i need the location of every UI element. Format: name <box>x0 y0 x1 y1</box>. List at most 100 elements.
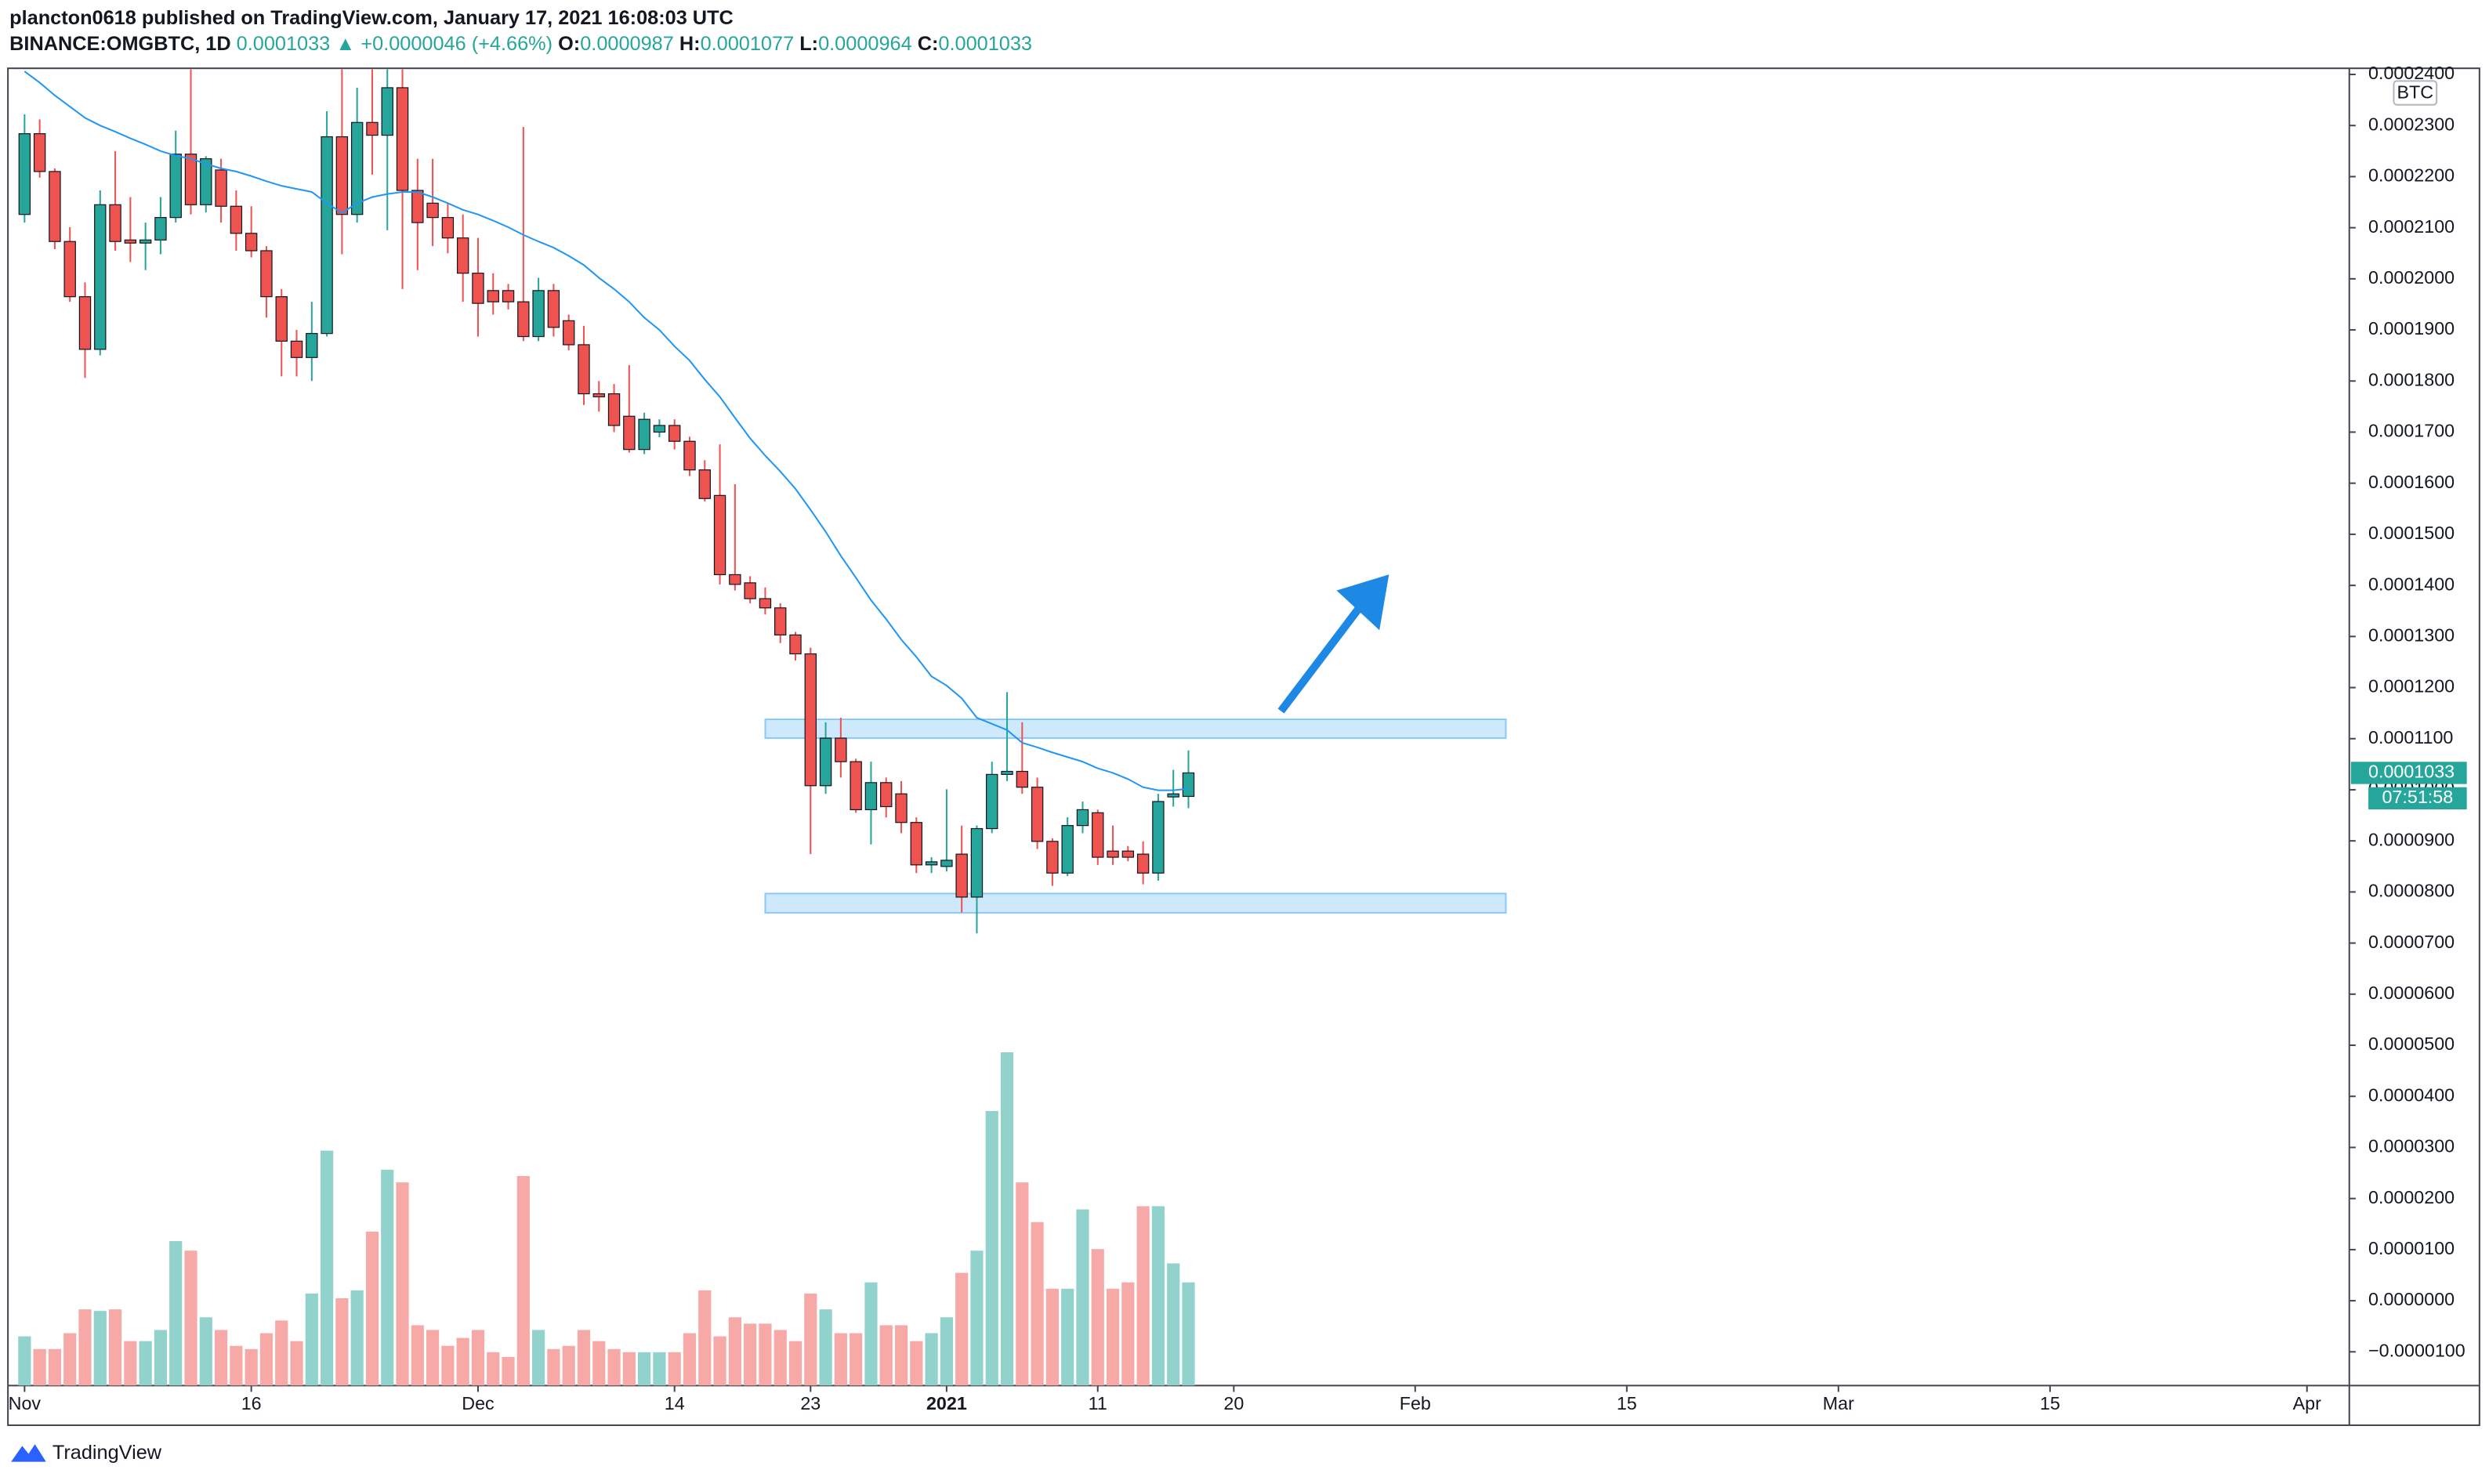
volume-bar <box>108 1309 122 1386</box>
volume-bar <box>592 1341 606 1386</box>
candle-body <box>260 250 273 298</box>
volume-bar <box>48 1348 62 1386</box>
volume-bar <box>426 1330 440 1386</box>
x-tick-label: Nov <box>9 1393 42 1413</box>
volume-bar <box>1076 1209 1089 1386</box>
candle-body <box>804 653 817 787</box>
volume-bar <box>1091 1249 1104 1386</box>
ohlc-label: C: <box>918 32 939 54</box>
candle-body <box>835 737 847 762</box>
y-tick-label: 0.0001800 <box>2368 369 2455 389</box>
volume-bar <box>622 1352 636 1386</box>
volume-bar <box>230 1345 243 1386</box>
candle-body <box>955 853 968 898</box>
change: +0.0000046 (+4.66%) <box>360 32 553 54</box>
x-tick-label: 23 <box>800 1393 821 1413</box>
candle-body <box>683 440 696 471</box>
y-tick-label: 0.0000500 <box>2368 1033 2455 1054</box>
x-tick-label: 11 <box>1089 1393 1107 1413</box>
volume-bar <box>124 1341 137 1386</box>
y-tick-label: 0.0001500 <box>2368 523 2455 543</box>
price-tag-label: 0.0001033 <box>2368 762 2455 782</box>
candle-body <box>63 241 76 298</box>
volume-bar <box>139 1341 152 1386</box>
volume-bar <box>18 1336 31 1386</box>
ohlc-value: 0.0000964 <box>818 32 912 54</box>
candle-body <box>169 154 182 219</box>
y-tick-label: 0.0000600 <box>2368 983 2455 1003</box>
candle-body <box>1107 850 1119 858</box>
candle-body <box>1046 841 1059 874</box>
candle-body <box>154 216 167 241</box>
volume-bar <box>214 1330 228 1386</box>
x-tick-label: 14 <box>665 1393 685 1413</box>
zone <box>764 892 1507 914</box>
volume-bar <box>381 1169 394 1386</box>
candle-body <box>653 425 666 433</box>
volume-bar <box>1045 1288 1059 1386</box>
volume-bar <box>259 1333 274 1386</box>
volume-bar <box>502 1356 515 1386</box>
volume-bar <box>184 1251 197 1386</box>
ohlc-label: O: <box>558 32 580 54</box>
volume-bar <box>607 1348 621 1386</box>
volume-bar <box>1016 1182 1029 1386</box>
candle-body <box>33 133 46 172</box>
volume-bar <box>940 1317 953 1386</box>
volume-bar <box>1061 1288 1074 1386</box>
arrow-shaft <box>1277 603 1364 714</box>
candle-body <box>713 494 726 576</box>
candle-body <box>819 737 832 787</box>
brand-name: TradingView <box>53 1442 162 1464</box>
volume-bar <box>864 1282 878 1386</box>
candle-body <box>880 782 893 808</box>
volume-bar <box>653 1352 666 1386</box>
volume-bar <box>33 1348 46 1386</box>
candle-body <box>895 793 908 823</box>
volume-bar <box>910 1341 923 1386</box>
volume-bar <box>788 1341 802 1386</box>
y-tick-label: 0.0000100 <box>2368 1238 2455 1258</box>
y-tick-label: 0.0001400 <box>2368 574 2455 594</box>
volume-bar <box>532 1330 545 1386</box>
candle-body <box>487 290 499 302</box>
volume-bar <box>1167 1263 1180 1386</box>
y-tick-label: 0.0001100 <box>2368 727 2453 747</box>
volume-bar <box>516 1175 530 1386</box>
x-tick-label: 16 <box>241 1393 262 1413</box>
y-tick-label: 0.0001200 <box>2368 676 2455 697</box>
y-tick-label: 0.0001300 <box>2368 624 2455 645</box>
candle-body <box>910 822 923 866</box>
plot-area <box>18 69 1507 1386</box>
volume-bar <box>1000 1051 1014 1386</box>
volume-bar <box>275 1320 288 1386</box>
candle-body <box>592 393 605 398</box>
arrow-head <box>1336 574 1389 631</box>
countdown-label: 07:51:58 <box>2382 787 2454 807</box>
volume-bar <box>668 1352 681 1386</box>
volume-bar <box>970 1251 984 1386</box>
y-tick-label: 0.0001900 <box>2368 318 2455 338</box>
y-tick-label: −0.0000100 <box>2368 1340 2465 1360</box>
candle-body <box>1061 825 1074 874</box>
candle-body <box>396 87 409 191</box>
candle-body <box>774 607 787 635</box>
volume-bar <box>879 1325 893 1386</box>
candle-body <box>1076 809 1089 827</box>
candle-body <box>1092 812 1104 858</box>
candle-body <box>1136 853 1150 874</box>
volume-bar <box>638 1352 651 1386</box>
y-tick-label: 0.0000900 <box>2368 829 2455 849</box>
candle-body <box>562 320 575 346</box>
y-tick-label: 0.0000700 <box>2368 932 2455 952</box>
volume-bar <box>441 1345 455 1386</box>
volume-bar <box>305 1293 318 1386</box>
y-tick-label: 0.0001700 <box>2368 421 2455 441</box>
volume-bar <box>365 1231 379 1386</box>
y-tick-label: 0.0000300 <box>2368 1136 2455 1156</box>
candle-body <box>850 761 862 811</box>
candle-body <box>1152 801 1165 874</box>
candle-body <box>1031 787 1044 842</box>
candle-body <box>426 202 439 219</box>
